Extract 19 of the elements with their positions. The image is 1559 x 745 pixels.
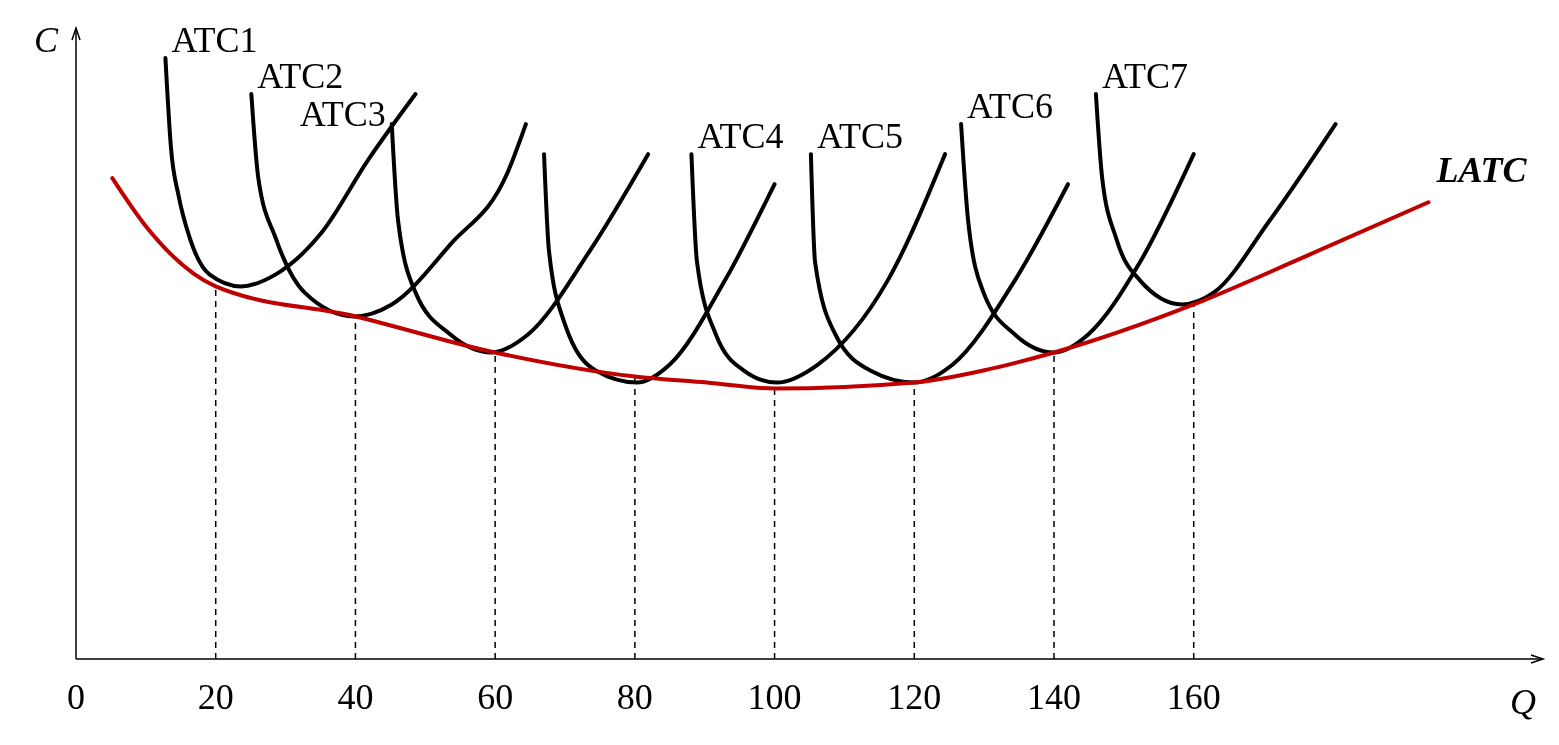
- x-tick-label: 80: [616, 677, 653, 717]
- x-tick-label: 0: [67, 677, 85, 717]
- series-label: ATC1: [171, 20, 258, 60]
- x-tick-label: 20: [197, 677, 234, 717]
- series-label: LATC: [1435, 150, 1528, 191]
- series-label: ATC5: [816, 116, 903, 157]
- series-label: ATC3: [299, 94, 386, 135]
- series-label: ATC7: [1101, 56, 1188, 97]
- x-tick-label: 60: [477, 677, 514, 717]
- x-tick-label: 160: [1166, 677, 1221, 717]
- series-label: ATC2: [257, 56, 344, 97]
- x-tick-label: 120: [887, 677, 942, 717]
- series-label: ATC6: [967, 86, 1054, 127]
- series-label: ATC4: [697, 116, 784, 157]
- x-axis-title: Q: [1510, 682, 1536, 722]
- x-tick-label: 140: [1027, 677, 1081, 717]
- y-axis-title: C: [33, 20, 59, 60]
- x-tick-label: 40: [337, 677, 374, 717]
- x-tick-label: 100: [747, 677, 802, 717]
